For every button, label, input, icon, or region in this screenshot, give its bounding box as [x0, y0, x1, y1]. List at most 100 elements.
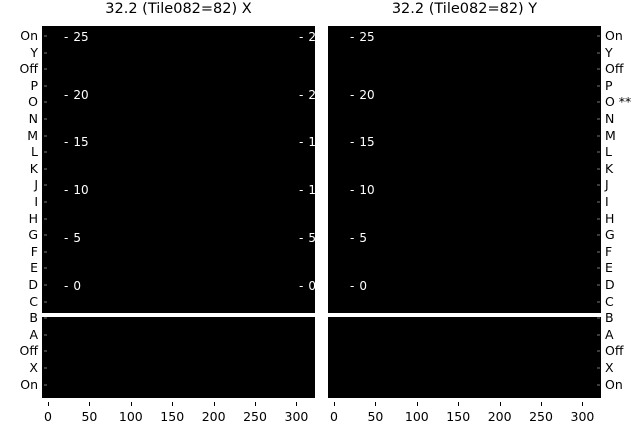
x-tick-label: 200	[201, 409, 226, 424]
inner-tick-label: -5	[299, 232, 315, 244]
y-tick-mark-icon	[44, 301, 47, 303]
x-tick-mark-icon	[130, 402, 132, 406]
x-tick-label: 100	[118, 409, 143, 424]
inner-tick-label: -0	[64, 280, 81, 292]
y-tick-mark-icon	[44, 168, 47, 170]
inner-tick-value: 25	[308, 30, 315, 44]
y-tick-label: Y	[30, 44, 38, 60]
y-tick-mark-icon	[44, 52, 47, 54]
y-tick-label: E	[30, 260, 38, 276]
inner-tick-label: -20	[299, 89, 315, 101]
inner-tick-value: 20	[359, 88, 375, 102]
inner-tick-label: -15	[299, 136, 315, 148]
x-tick-label: 250	[243, 409, 267, 424]
y-tick-label: On	[20, 27, 38, 43]
y-tick-label: N	[605, 110, 615, 126]
y-tick-label: P	[30, 77, 38, 93]
plot-area-left-top[interactable]	[42, 26, 315, 313]
y-tick-label: P	[605, 77, 613, 93]
y-tick-mark-icon	[597, 284, 600, 286]
inner-tick-value: 0	[359, 279, 367, 293]
x-tick-label: 250	[529, 409, 553, 424]
inner-tick-value: 5	[359, 231, 367, 245]
x-tick-mark-icon	[499, 402, 501, 406]
y-tick-label: Off	[19, 60, 38, 76]
plot-area-right-top[interactable]	[328, 26, 601, 313]
inner-tick-value: 15	[73, 135, 89, 149]
inner-tick-value: 5	[308, 231, 315, 245]
y-tick-mark-icon	[44, 218, 47, 220]
y-tick-label: L	[605, 143, 612, 159]
inner-tick-value: 10	[359, 183, 375, 197]
plot-area-left-bottom[interactable]	[42, 317, 315, 398]
y-tick-label: C	[605, 293, 614, 309]
y-tick-label: D	[605, 276, 615, 292]
y-tick-mark-icon	[597, 168, 600, 170]
y-tick-label: On	[20, 376, 38, 392]
x-tick-mark-icon	[458, 402, 460, 406]
inner-tick-label: -5	[350, 232, 367, 244]
x-tick-mark-icon	[255, 402, 257, 406]
y-tick-mark-icon	[44, 35, 47, 37]
inner-ticks-left-panel-right-clip: -25-20-15-10-5-0	[42, 26, 315, 313]
y-tick-label: E	[605, 260, 613, 276]
y-tick-mark-icon	[597, 184, 600, 186]
y-tick-label: D	[28, 276, 38, 292]
tick-dash-icon: -	[64, 135, 69, 149]
y-tick-label: J	[34, 177, 38, 193]
y-tick-mark-icon	[597, 68, 600, 70]
inner-tick-value: 10	[73, 183, 89, 197]
tick-dash-icon: -	[350, 88, 355, 102]
inner-tick-label: -0	[350, 280, 367, 292]
y-tick-mark-icon	[44, 367, 47, 369]
inner-tick-value: 10	[308, 183, 315, 197]
x-axis-left: 0 50 100 150 200 250 300	[42, 398, 315, 438]
inner-tick-label: -5	[64, 232, 81, 244]
y-tick-label: H	[605, 210, 615, 226]
inner-tick-value: 20	[308, 88, 315, 102]
y-tick-label: K	[29, 160, 38, 176]
y-tick-mark-icon	[44, 251, 47, 253]
y-tick-label: X	[29, 359, 38, 375]
y-tick-mark-icon	[597, 101, 600, 103]
y-tick-label: Off	[605, 60, 624, 76]
y-tick-label: J	[605, 177, 609, 193]
inner-tick-label: -10	[64, 184, 89, 196]
x-tick-label: 50	[367, 409, 384, 424]
x-tick-mark-icon	[48, 402, 49, 406]
y-tick-label: O **	[605, 94, 632, 110]
plot-area-right-bottom[interactable]	[328, 317, 601, 398]
x-tick-label: 0	[44, 409, 52, 424]
y-tick-label: B	[29, 309, 38, 325]
y-tick-mark-icon	[44, 384, 47, 386]
y-tick-mark-icon	[597, 350, 600, 352]
y-tick-mark-icon	[597, 367, 600, 369]
inner-tick-label: -20	[64, 89, 89, 101]
y-tick-mark-icon	[44, 101, 47, 103]
tick-dash-icon: -	[350, 231, 355, 245]
y-tick-mark-icon	[44, 118, 47, 120]
tick-dash-icon: -	[64, 279, 69, 293]
y-tick-mark-icon	[44, 284, 47, 286]
y-tick-label: G	[605, 226, 615, 242]
y-tick-label: L	[31, 143, 38, 159]
y-tick-mark-icon	[597, 85, 600, 87]
tick-dash-icon: -	[350, 183, 355, 197]
tick-dash-icon: -	[299, 231, 304, 245]
y-tick-mark-icon	[597, 218, 600, 220]
tick-dash-icon: -	[64, 30, 69, 44]
y-tick-mark-icon	[597, 151, 600, 153]
y-tick-label: I	[605, 193, 609, 209]
inner-tick-label: -25	[350, 31, 375, 43]
y-tick-mark-icon	[597, 52, 600, 54]
x-tick-mark-icon	[89, 402, 91, 406]
inner-tick-value: 15	[308, 135, 315, 149]
y-tick-label: F	[605, 243, 613, 259]
y-tick-label: F	[30, 243, 38, 259]
tick-dash-icon: -	[299, 135, 304, 149]
x-tick-label: 50	[81, 409, 98, 424]
tick-dash-icon: -	[64, 183, 69, 197]
inner-tick-label: -25	[64, 31, 89, 43]
y-tick-mark-icon	[597, 301, 600, 303]
